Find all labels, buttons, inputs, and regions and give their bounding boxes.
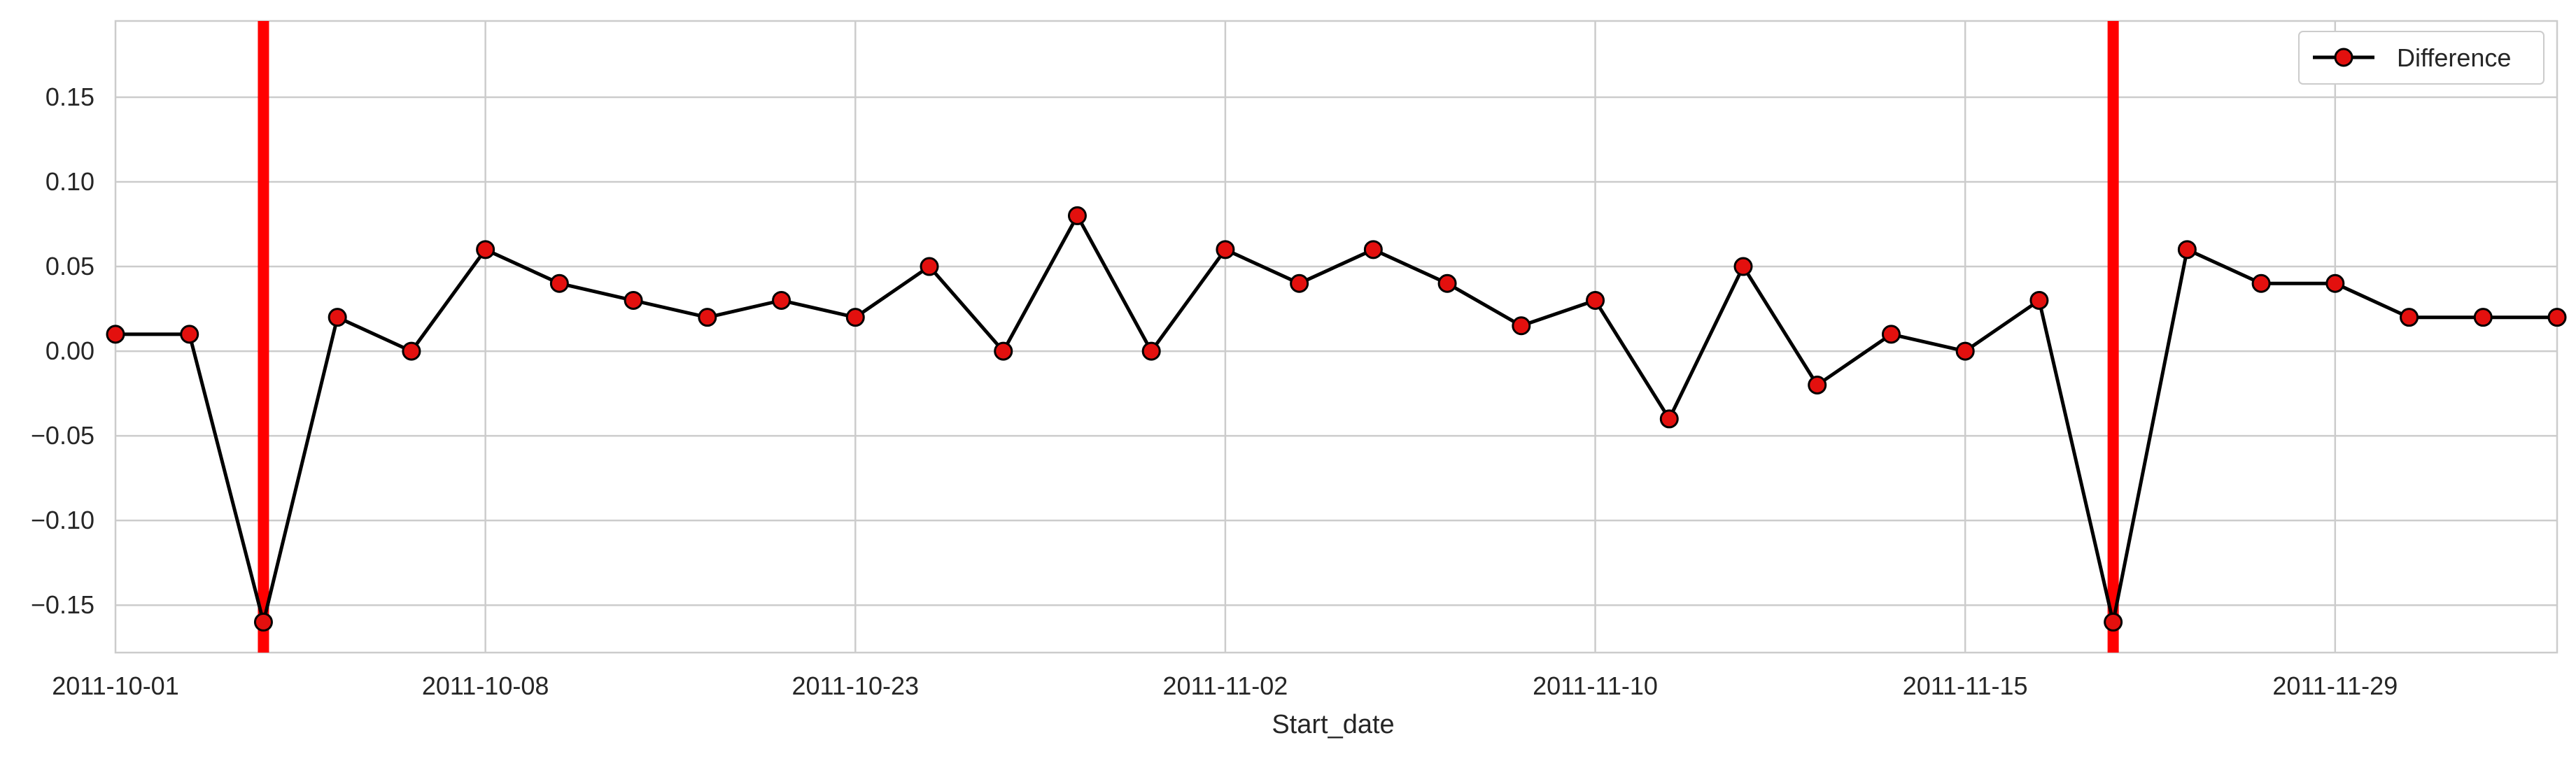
y-tick-label: 0.00 [45,336,94,365]
x-tick-label: 2011-11-29 [2272,671,2398,700]
y-tick-label: 0.15 [45,83,94,111]
x-tick-label: 2011-10-23 [792,671,919,700]
x-tick-label: 2011-11-15 [1903,671,2028,700]
x-tick-labels: 2011-10-01 2011-10-08 2011-10-23 2011-11-02… [52,671,2398,700]
data-point [698,308,717,327]
series-line [115,213,2557,624]
data-point [920,257,939,276]
data-point [2547,308,2567,327]
y-tick-label: 0.10 [45,167,94,196]
data-point [476,240,495,259]
legend: Difference [2298,31,2545,85]
y-tick-label: −0.15 [31,590,94,619]
data-point [2104,612,2123,632]
plot-frame [114,20,2559,654]
data-point [994,341,1013,361]
data-point [624,290,643,310]
data-point [1586,290,1605,310]
data-point [1216,240,1235,259]
data-point [2400,308,2419,327]
data-point [1808,375,1827,394]
data-point [1881,325,1901,344]
legend-marker-swatch [2334,48,2353,67]
data-point [2251,273,2271,293]
data-point [1512,316,1531,336]
data-point [2029,290,2049,310]
data-point [1437,273,1457,293]
data-point [1067,206,1087,225]
data-point [772,290,791,310]
series-difference [106,206,2567,632]
data-point [549,273,569,293]
x-axis-label: Start_date [1272,710,1394,739]
data-point [1290,273,1309,293]
x-tick-label: 2011-11-10 [1533,671,1658,700]
data-point [253,612,273,632]
data-point [1733,257,1753,276]
data-point [1363,240,1383,259]
data-point [2325,273,2345,293]
y-tick-labels: −0.15 −0.10 −0.05 0.00 0.05 0.10 0.15 [31,83,94,619]
x-tick-label: 2011-10-01 [52,671,178,700]
legend-box [2298,31,2545,85]
data-point [1141,341,1161,361]
legend-label-difference: Difference [2397,43,2511,72]
data-point [328,308,347,327]
data-point [1659,409,1679,429]
data-point [106,325,125,344]
x-tick-label: 2011-11-02 [1163,671,1288,700]
grid-lines [115,21,2557,653]
data-point [180,325,199,344]
y-tick-label: 0.05 [45,252,94,280]
y-tick-label: −0.05 [31,421,94,450]
data-point [845,308,865,327]
x-tick-label: 2011-10-08 [422,671,549,700]
data-point [402,341,421,361]
data-point [2177,240,2197,259]
data-point [1955,341,1975,361]
highlight-lines [258,21,2119,653]
data-point [2473,308,2493,327]
y-tick-label: −0.10 [31,506,94,534]
